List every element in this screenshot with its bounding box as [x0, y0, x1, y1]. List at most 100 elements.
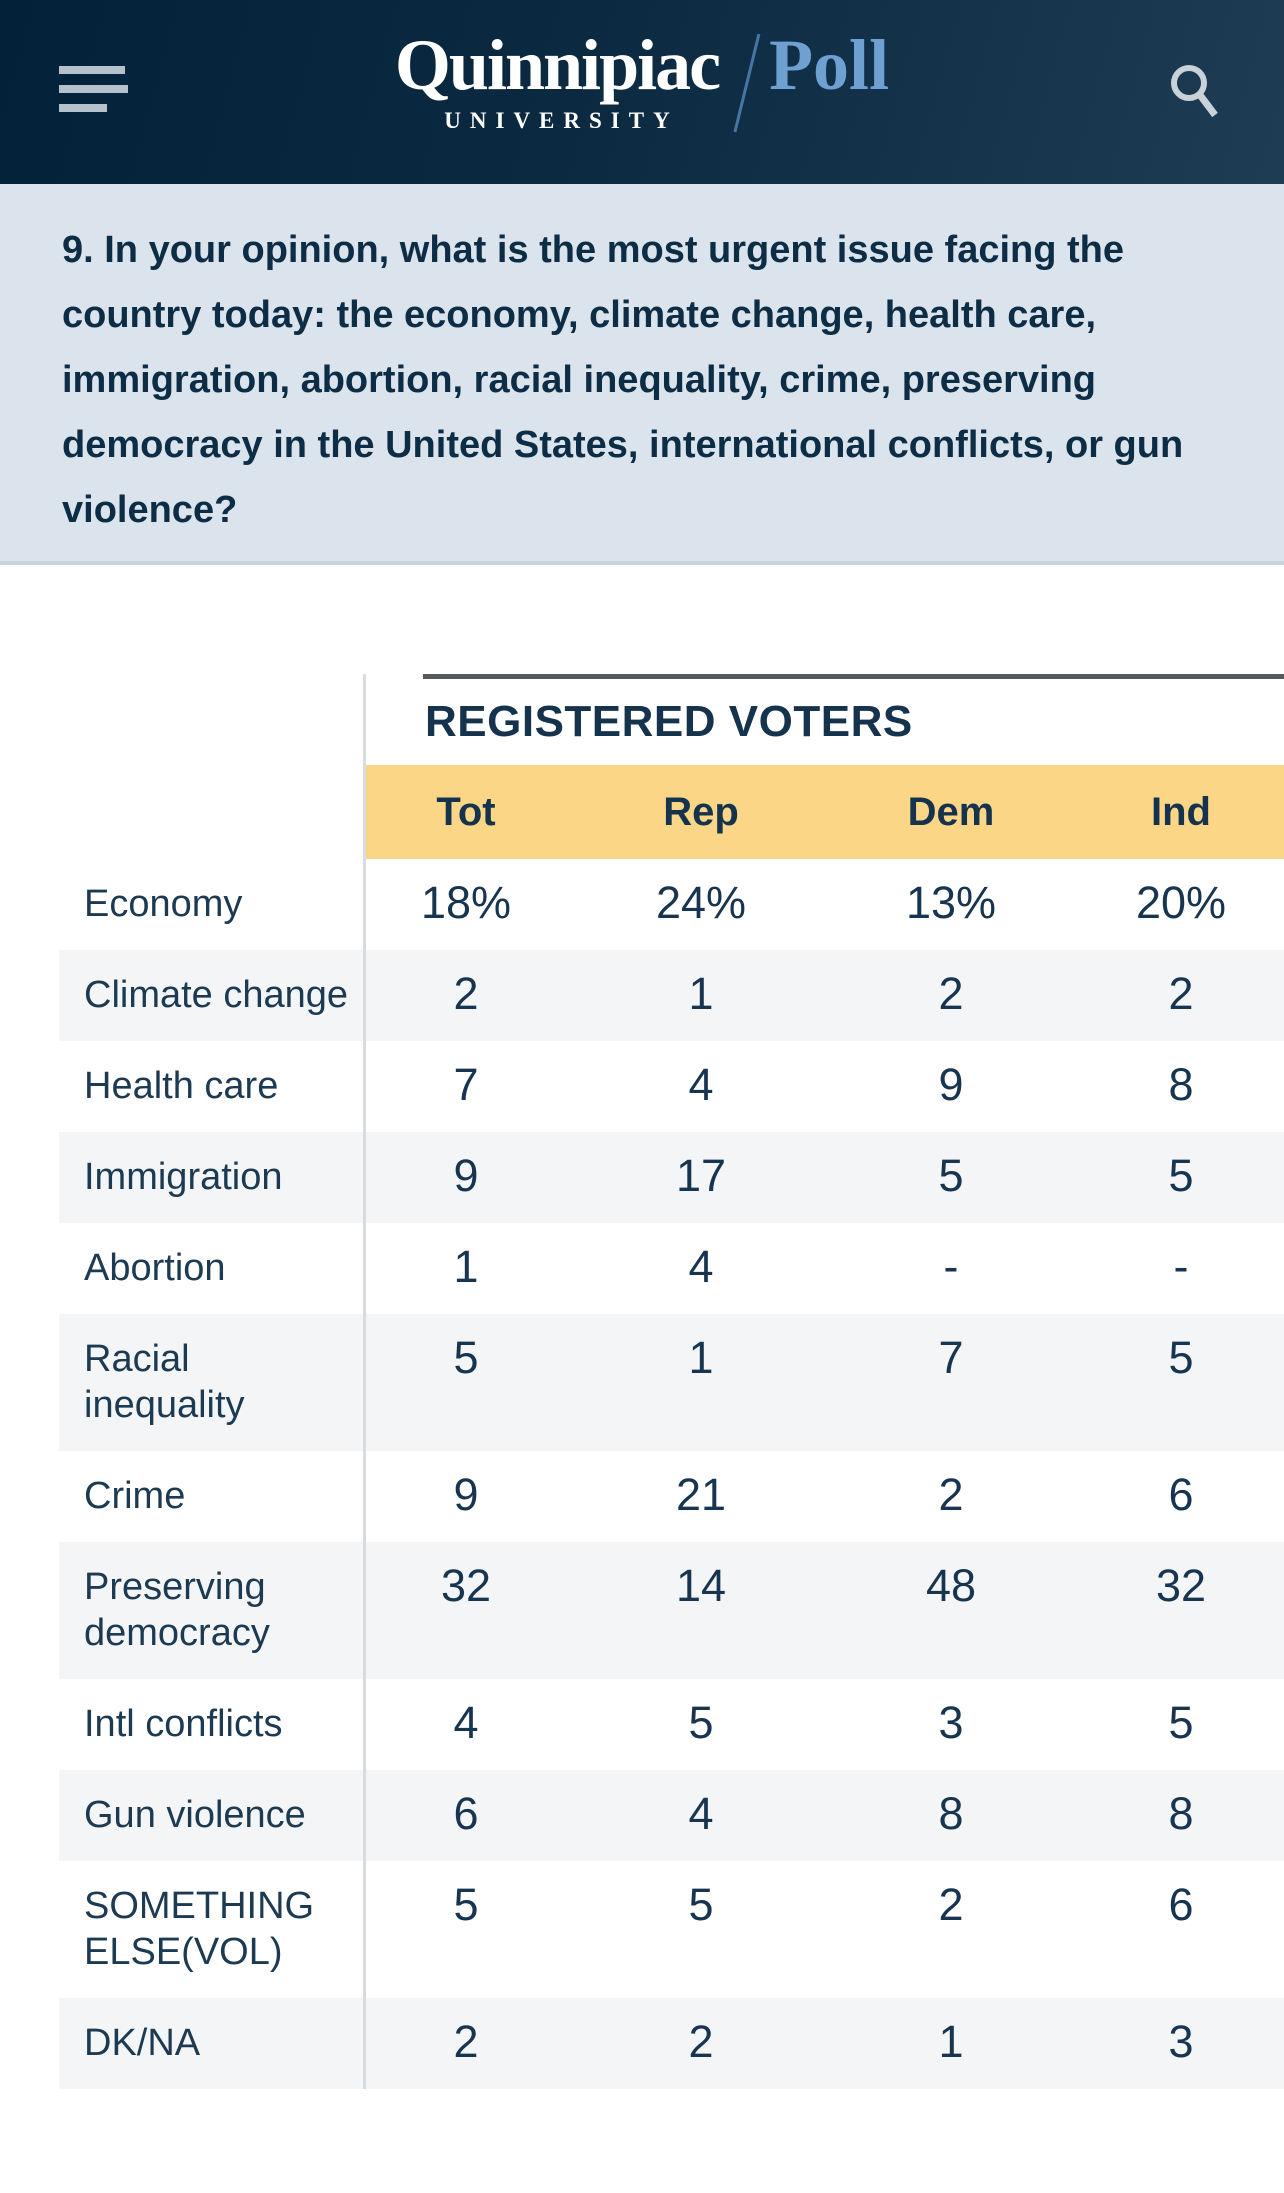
- value-cell-rep: 5: [688, 1879, 714, 1930]
- value-cell-ind: 3: [1168, 2016, 1194, 2067]
- row-values: 4 5 3 5: [366, 1679, 1284, 1770]
- hamburger-icon: [59, 66, 125, 74]
- value-cell-rep: 4: [688, 1059, 714, 1110]
- row-values: 6 4 8 8: [366, 1770, 1284, 1861]
- logo-poll-text: Poll: [769, 25, 890, 105]
- value-cell-rep: 1: [688, 968, 714, 1019]
- value-cell-ind: 5: [1168, 1150, 1194, 1201]
- table-row: DK/NA 2 2 1 3: [59, 1998, 1284, 2089]
- logo-slash-icon: [733, 33, 761, 133]
- value-cell-rep: 4: [688, 1788, 714, 1839]
- value-cell-dem: 9: [938, 1059, 964, 1110]
- row-values: 1 4 - -: [366, 1223, 1284, 1314]
- row-label: Climate change: [84, 974, 349, 1016]
- value-cell-rep: 1: [688, 1332, 714, 1383]
- row-label: Abortion: [84, 1247, 226, 1289]
- table-row: Racial inequality 5 1 7 5: [59, 1314, 1284, 1451]
- value-cell-ind: 2: [1168, 968, 1194, 1019]
- site-header: Quinnipiac UNIVERSITY Poll: [0, 0, 1284, 184]
- value-cell-tot: 5: [453, 1879, 479, 1930]
- value-cell-tot: 2: [453, 968, 479, 1019]
- table-row: Preserving democracy 32 14 48 32: [59, 1542, 1284, 1679]
- value-cell-tot: 9: [453, 1150, 479, 1201]
- quinnipiac-poll-logo[interactable]: Quinnipiac UNIVERSITY Poll: [394, 25, 890, 134]
- value-cell-dem: 1: [938, 2016, 964, 2067]
- row-values: 32 14 48 32: [366, 1542, 1284, 1679]
- row-values: 9 21 2 6: [366, 1451, 1284, 1542]
- value-cell-ind: 8: [1168, 1059, 1194, 1110]
- table-row: SOMETHING ELSE(VOL) 5 5 2 6: [59, 1861, 1284, 1998]
- table-row: Abortion 1 4 - -: [59, 1223, 1284, 1314]
- value-cell-dem: 5: [938, 1150, 964, 1201]
- value-cell-ind: -: [1173, 1241, 1189, 1292]
- value-cell-rep: 2: [688, 2016, 714, 2067]
- logo-university-text: UNIVERSITY: [444, 108, 679, 133]
- value-cell-rep: 17: [675, 1150, 727, 1201]
- row-label: Gun violence: [84, 1794, 306, 1836]
- search-button[interactable]: [1166, 56, 1222, 118]
- value-cell-dem: 2: [938, 968, 964, 1019]
- column-header-rep: Rep: [663, 789, 739, 834]
- row-values: 2 1 2 2: [366, 950, 1284, 1041]
- value-cell-ind: 20%: [1135, 877, 1227, 928]
- table-header-row: Tot Rep Dem Ind: [366, 765, 1284, 859]
- row-values: 9 17 5 5: [366, 1132, 1284, 1223]
- column-header-dem: Dem: [907, 789, 995, 834]
- value-cell-rep: 24%: [655, 877, 747, 928]
- menu-button[interactable]: [59, 66, 129, 116]
- poll-question-section: 9. In your opinion, what is the most urg…: [0, 184, 1284, 565]
- value-cell-dem: 8: [938, 1788, 964, 1839]
- value-cell-rep: 5: [688, 1697, 714, 1748]
- value-cell-dem: 13%: [905, 877, 997, 928]
- logo-quinnipiac-text: Quinnipiac: [394, 25, 721, 105]
- magnifier-icon: [1171, 65, 1218, 118]
- value-cell-tot: 18%: [420, 877, 512, 928]
- value-cell-rep: 14: [675, 1560, 727, 1611]
- value-cell-tot: 7: [453, 1059, 479, 1110]
- row-values: 2 2 1 3: [366, 1998, 1284, 2089]
- value-cell-tot: 32: [440, 1560, 492, 1611]
- row-label: SOMETHING ELSE(VOL): [84, 1885, 315, 1973]
- row-label: DK/NA: [84, 2022, 201, 2064]
- row-label: Economy: [84, 883, 243, 925]
- value-cell-dem: 48: [925, 1560, 977, 1611]
- value-cell-tot: 4: [453, 1697, 479, 1748]
- value-cell-dem: 2: [938, 1469, 964, 1520]
- row-label: Crime: [84, 1475, 186, 1517]
- table-row: Health care 7 4 9 8: [59, 1041, 1284, 1132]
- table-row: Crime 9 21 2 6: [59, 1451, 1284, 1542]
- value-cell-dem: -: [943, 1241, 959, 1292]
- results-table: REGISTERED VOTERS Tot Rep Dem Ind Economy 18…: [0, 674, 1284, 2089]
- table-row: Climate change 2 1 2 2: [59, 950, 1284, 1041]
- value-cell-tot: 6: [453, 1788, 479, 1839]
- row-label: Immigration: [84, 1156, 283, 1198]
- table-row: Gun violence 6 4 8 8: [59, 1770, 1284, 1861]
- row-values: 5 1 7 5: [366, 1314, 1284, 1451]
- value-cell-dem: 3: [938, 1697, 964, 1748]
- column-header-ind: Ind: [1151, 789, 1211, 834]
- column-header-tot: Tot: [436, 789, 496, 834]
- value-cell-tot: 5: [453, 1332, 479, 1383]
- value-cell-ind: 5: [1168, 1697, 1194, 1748]
- value-cell-rep: 4: [688, 1241, 714, 1292]
- value-cell-tot: 2: [453, 2016, 479, 2067]
- value-cell-ind: 8: [1168, 1788, 1194, 1839]
- value-cell-tot: 1: [453, 1241, 479, 1292]
- poll-question-text: 9. In your opinion, what is the most urg…: [62, 229, 1184, 531]
- table-row: Intl conflicts 4 5 3 5: [59, 1679, 1284, 1770]
- value-cell-ind: 6: [1168, 1469, 1194, 1520]
- value-cell-tot: 9: [453, 1469, 479, 1520]
- row-label: Preserving democracy: [84, 1566, 270, 1654]
- value-cell-ind: 32: [1155, 1560, 1207, 1611]
- row-values: 7 4 9 8: [366, 1041, 1284, 1132]
- row-label: Racial inequality: [84, 1338, 245, 1426]
- group-header-rule: [423, 674, 1284, 679]
- column-divider-line: [363, 674, 366, 2089]
- row-label: Intl conflicts: [84, 1703, 283, 1745]
- value-cell-dem: 2: [938, 1879, 964, 1930]
- value-cell-dem: 7: [938, 1332, 964, 1383]
- table-row: Economy 18% 24% 13% 20%: [59, 859, 1284, 950]
- table-body: Economy 18% 24% 13% 20% Climate change 2 1 2 2 Hea…: [0, 859, 1284, 2089]
- group-header-title: REGISTERED VOTERS: [425, 697, 913, 746]
- value-cell-ind: 5: [1168, 1332, 1194, 1383]
